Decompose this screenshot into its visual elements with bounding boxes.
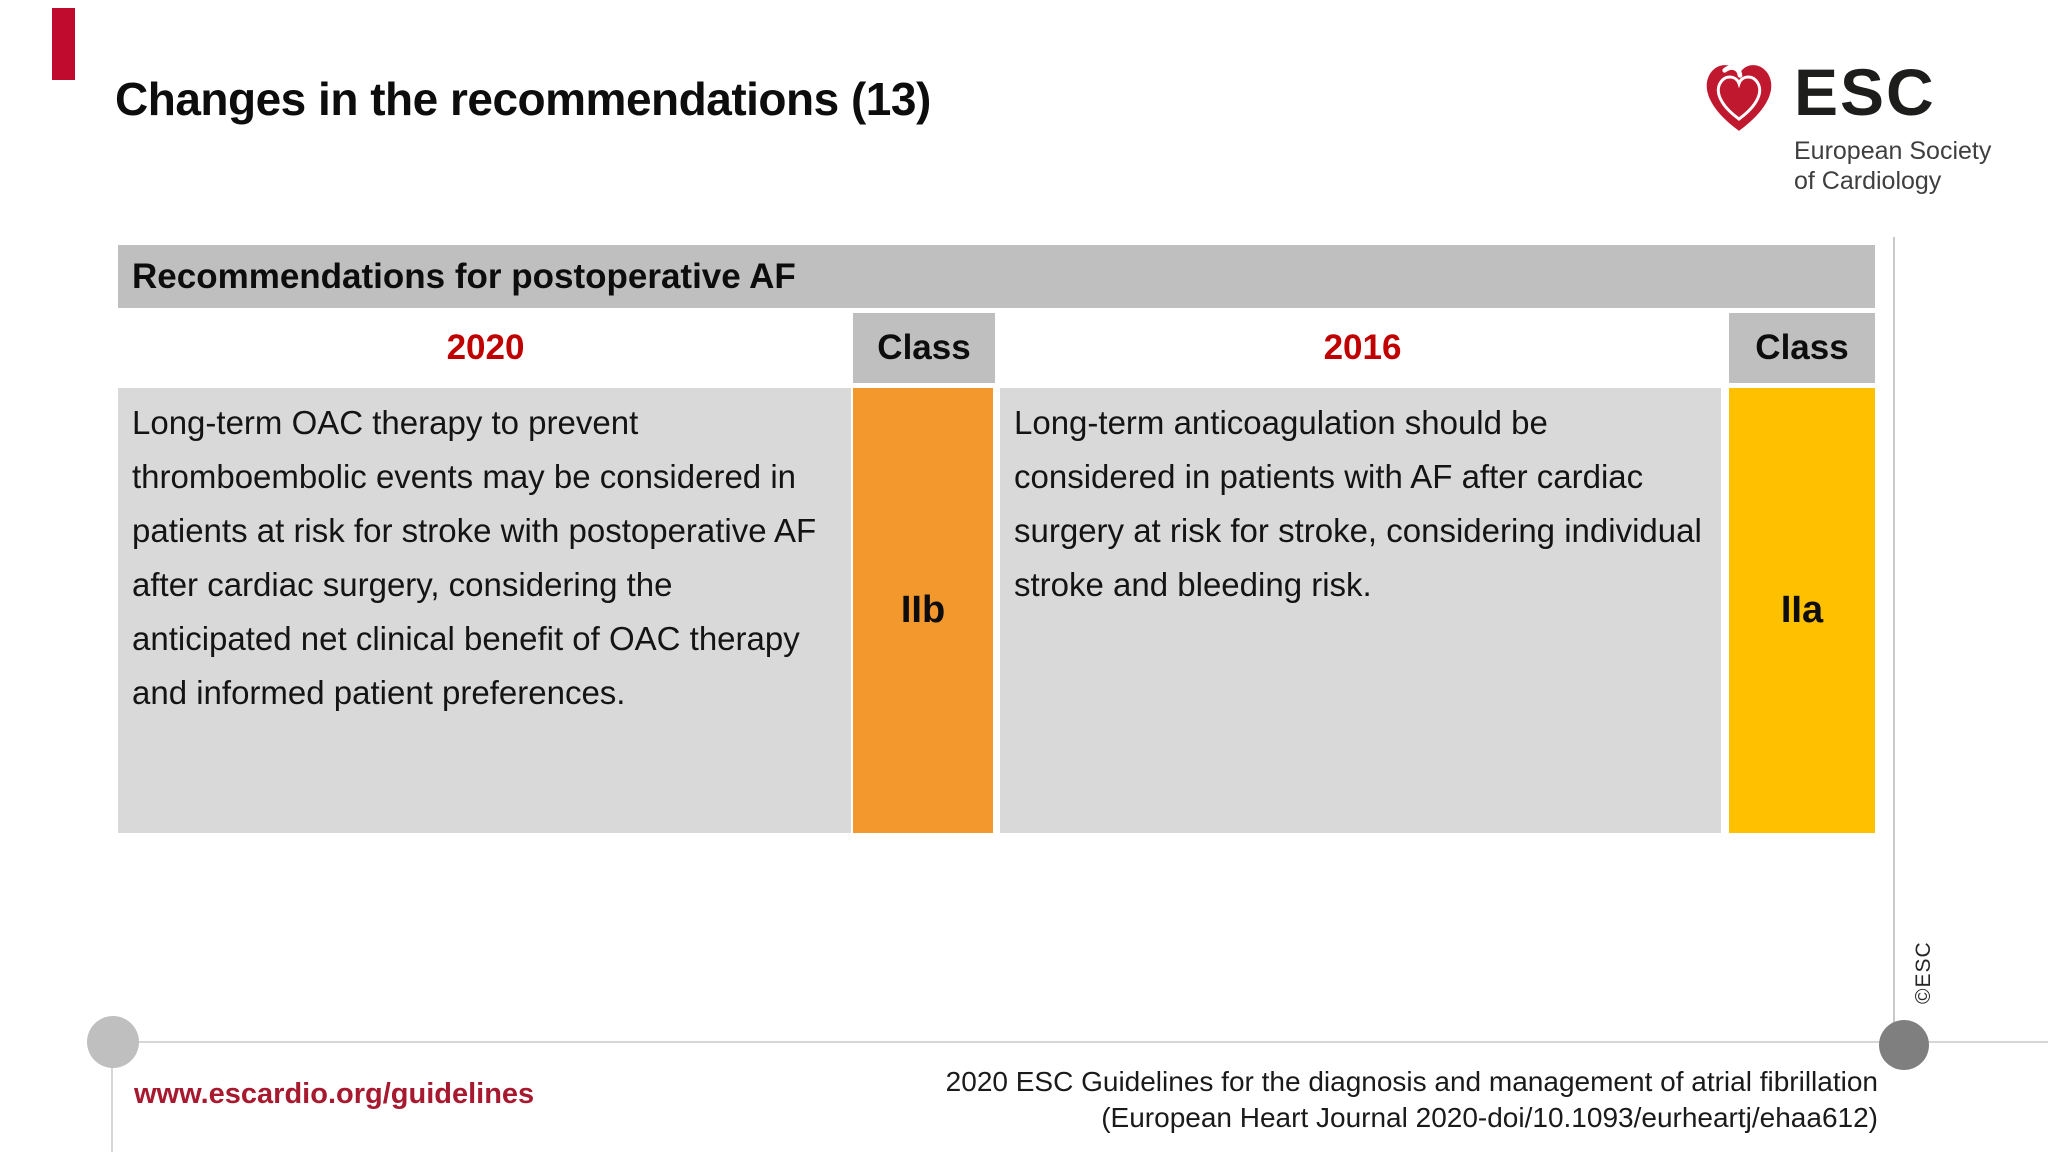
footer-reference-line1: 2020 ESC Guidelines for the diagnosis an…	[945, 1066, 1878, 1097]
esc-logo-subtitle-line1: European Society	[1794, 137, 1992, 165]
recommendation-2020-text: Long-term OAC therapy to prevent thrombo…	[118, 388, 851, 833]
column-header-2016: 2016	[999, 313, 1726, 383]
left-timeline-dot	[87, 1016, 139, 1068]
column-header-2020: 2020	[118, 313, 853, 383]
left-vertical-line	[111, 1042, 113, 1152]
right-vertical-line	[1893, 237, 1895, 1046]
footer-reference: 2020 ESC Guidelines for the diagnosis an…	[946, 1064, 1878, 1136]
esc-heart-icon	[1706, 65, 1772, 131]
red-corner-bar	[52, 8, 75, 80]
table-title-banner: Recommendations for postoperative AF	[118, 245, 1875, 308]
esc-copyright-label: ©ESC	[1912, 941, 1935, 1004]
page-title: Changes in the recommendations (13)	[115, 73, 931, 125]
column-header-class-2020: Class	[853, 313, 995, 383]
esc-logo-wordmark: ESC	[1794, 55, 1936, 129]
recommendation-2016-text: Long-term anticoagulation should be cons…	[1000, 388, 1721, 833]
right-timeline-dot	[1879, 1020, 1929, 1070]
guidelines-link[interactable]: www.escardio.org/guidelines	[134, 1078, 535, 1110]
footer-horizontal-line	[112, 1041, 2048, 1043]
esc-logo: ESC European Society of Cardiology	[1698, 52, 2028, 202]
esc-logo-subtitle-line2: of Cardiology	[1794, 167, 1942, 195]
class-badge-2020: IIb	[853, 388, 993, 833]
class-badge-2016: IIa	[1729, 388, 1875, 833]
footer-reference-line2: (European Heart Journal 2020-doi/10.1093…	[1101, 1102, 1878, 1133]
column-header-class-2016: Class	[1729, 313, 1875, 383]
